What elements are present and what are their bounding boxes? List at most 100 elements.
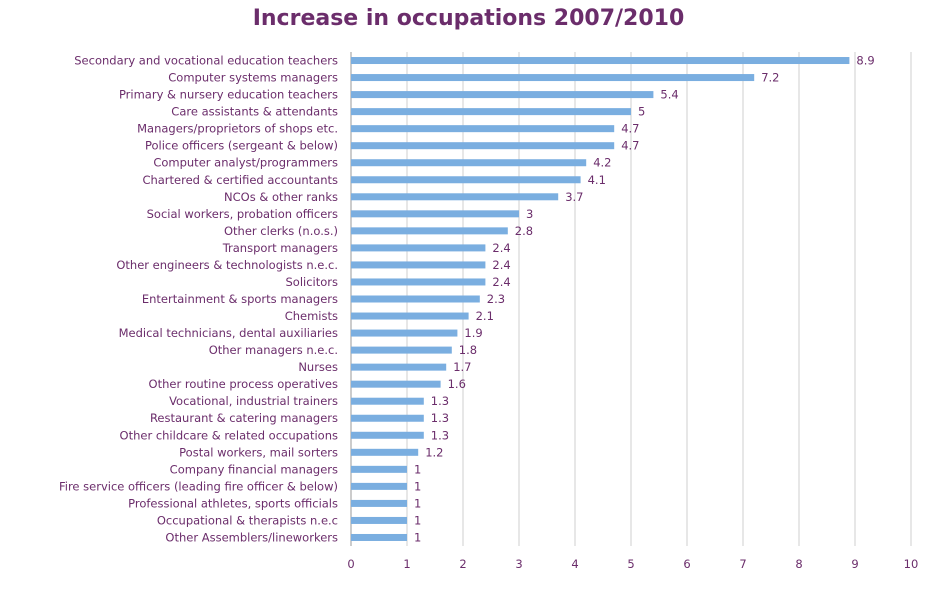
x-tick-label: 9 — [851, 557, 858, 571]
category-label: Care assistants & attendants — [171, 105, 338, 119]
x-tick-label: 8 — [795, 557, 802, 571]
bar — [351, 346, 452, 354]
data-label: 8.9 — [856, 54, 874, 68]
bar — [351, 465, 407, 473]
bar — [351, 210, 519, 218]
category-label: Restaurant & catering managers — [150, 411, 338, 425]
value-labels: 8.9 7.2 5.4 5 4.7 4.7 4.2 4.1 3.7 3 2.8 2.4 2.4 2.4 2.… — [414, 54, 875, 545]
category-label: Other clerks (n.o.s.) — [224, 224, 338, 238]
category-label: Solicitors — [285, 275, 338, 289]
category-label: Fire service officers (leading fire offi… — [59, 479, 338, 493]
data-label: 1.6 — [448, 377, 466, 391]
x-tick-label: 6 — [683, 557, 690, 571]
data-label: 1 — [414, 462, 421, 476]
bar — [351, 227, 508, 235]
category-label: Occupational & therapists n.e.c — [157, 513, 338, 527]
category-label: Company financial managers — [170, 462, 338, 476]
data-label: 2.8 — [515, 224, 533, 238]
category-label: Other routine process operatives — [149, 377, 338, 391]
category-label: Other Assemblers/lineworkers — [165, 530, 338, 544]
x-tick-label: 2 — [459, 557, 466, 571]
data-label: 4.7 — [621, 139, 639, 153]
bar — [351, 431, 424, 439]
data-label: 1.3 — [431, 428, 449, 442]
bar — [351, 482, 407, 490]
data-label: 1.3 — [431, 411, 449, 425]
data-label: 1 — [414, 496, 421, 510]
category-label: Managers/proprietors of shops etc. — [137, 122, 338, 136]
bar — [351, 244, 486, 252]
bar — [351, 380, 441, 388]
x-tick-label: 1 — [403, 557, 410, 571]
category-label: Vocational, industrial trainers — [169, 394, 338, 408]
data-label: 1.9 — [464, 326, 482, 340]
data-label: 2.4 — [492, 275, 510, 289]
bar — [351, 363, 447, 371]
data-label: 4.2 — [593, 156, 611, 170]
data-label: 1 — [414, 530, 421, 544]
bar — [351, 516, 407, 524]
bar — [351, 176, 581, 184]
category-label: Other engineers & technologists n.e.c. — [116, 258, 338, 272]
bars — [351, 57, 850, 541]
category-label: Nurses — [298, 360, 338, 374]
bar — [351, 57, 850, 65]
bar — [351, 193, 559, 201]
category-label: Social workers, probation officers — [147, 207, 338, 221]
category-labels: Secondary and vocational education teach… — [59, 54, 338, 545]
bar — [351, 448, 419, 456]
bar — [351, 414, 424, 422]
data-label: 3.7 — [565, 190, 583, 204]
x-tick-label: 7 — [739, 557, 746, 571]
category-label: Police officers (sergeant & below) — [145, 139, 338, 153]
data-label: 1 — [414, 513, 421, 527]
data-label: 1.8 — [459, 343, 477, 357]
data-label: 2.1 — [476, 309, 494, 323]
x-tick-label: 0 — [347, 557, 354, 571]
bar — [351, 261, 486, 269]
category-label: Chemists — [285, 309, 338, 323]
x-tick-label: 5 — [627, 557, 634, 571]
bar — [351, 125, 615, 133]
data-label: 1.2 — [425, 445, 443, 459]
chart-title: Increase in occupations 2007/2010 — [252, 6, 685, 31]
bar — [351, 91, 654, 99]
category-label: Chartered & certified accountants — [142, 173, 338, 187]
data-label: 5 — [638, 105, 645, 119]
category-label: Professional athletes, sports officials — [128, 496, 338, 510]
category-label: Secondary and vocational education teach… — [74, 54, 338, 68]
x-tick-label: 10 — [904, 557, 919, 571]
data-label: 2.4 — [492, 258, 510, 272]
x-tick-label: 4 — [571, 557, 578, 571]
bar — [351, 533, 407, 541]
bar — [351, 278, 486, 286]
category-label: Primary & nursery education teachers — [119, 88, 338, 102]
category-label: Computer analyst/programmers — [153, 156, 338, 170]
category-label: Other managers n.e.c. — [209, 343, 338, 357]
bar — [351, 312, 469, 320]
x-tick-label: 3 — [515, 557, 522, 571]
category-label: Entertainment & sports managers — [142, 292, 338, 306]
data-label: 4.7 — [621, 122, 639, 136]
data-label: 2.4 — [492, 241, 510, 255]
data-label: 5.4 — [660, 88, 678, 102]
bar — [351, 329, 458, 337]
data-label: 2.3 — [487, 292, 505, 306]
category-label: Medical technicians, dental auxiliaries — [119, 326, 338, 340]
x-ticks: 0 1 2 3 4 5 6 7 8 9 10 — [347, 557, 918, 571]
bar — [351, 108, 631, 116]
bar — [351, 499, 407, 507]
data-label: 4.1 — [588, 173, 606, 187]
bar — [351, 159, 587, 167]
data-label: 1.7 — [453, 360, 471, 374]
bar — [351, 397, 424, 405]
data-label: 1.3 — [431, 394, 449, 408]
bar — [351, 142, 615, 150]
data-label: 3 — [526, 207, 533, 221]
data-label: 1 — [414, 479, 421, 493]
category-label: Transport managers — [222, 241, 338, 255]
category-label: NCOs & other ranks — [224, 190, 338, 204]
category-label: Other childcare & related occupations — [120, 428, 338, 442]
